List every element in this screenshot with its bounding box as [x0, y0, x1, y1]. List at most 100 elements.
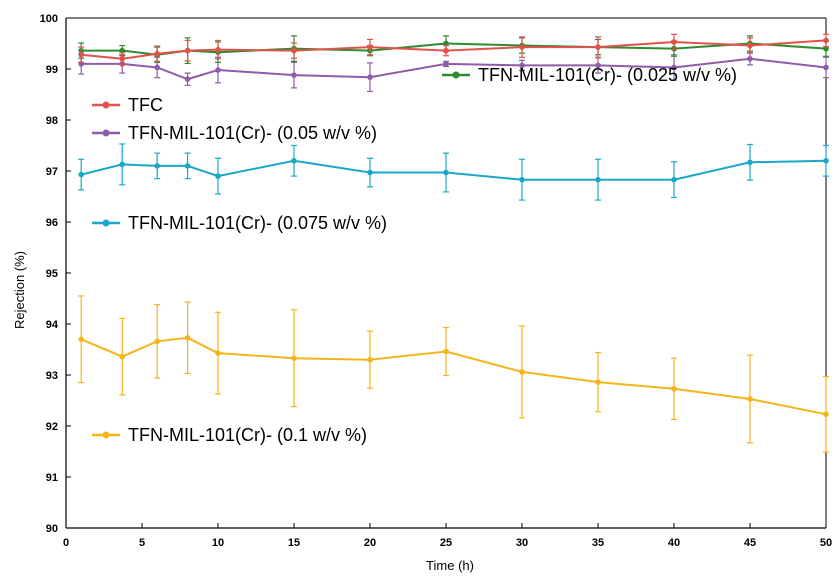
legend-entry-4: TFN-MIL-101(Cr)- (0.075 w/v %) — [92, 213, 387, 233]
data-point — [519, 62, 525, 69]
data-point — [154, 338, 160, 345]
legend-entry-3: TFN-MIL-101(Cr)- (0.05 w/v %) — [92, 123, 377, 143]
y-tick-label: 100 — [40, 13, 58, 25]
legend-label: TFN-MIL-101(Cr)- (0.025 w/v %) — [478, 65, 737, 85]
data-point — [671, 64, 677, 71]
x-tick-label: 35 — [592, 537, 604, 549]
legend-entry-2: TFN-MIL-101(Cr)- (0.025 w/v %) — [442, 65, 737, 85]
data-point — [291, 72, 297, 78]
data-point — [823, 411, 829, 418]
y-tick-label: 95 — [46, 268, 58, 280]
legend-label: TFC — [128, 95, 163, 115]
data-point — [519, 369, 525, 375]
x-tick-label: 0 — [63, 537, 69, 549]
x-tick-label: 5 — [139, 537, 145, 549]
series-line — [80, 336, 827, 416]
data-point — [78, 336, 84, 343]
y-tick-label: 91 — [46, 472, 58, 484]
data-point — [154, 163, 160, 169]
x-tick-label: 10 — [212, 537, 224, 549]
data-point — [291, 47, 297, 54]
y-tick-label: 92 — [46, 421, 58, 433]
series-3 — [78, 52, 829, 93]
legend-entry-5: TFN-MIL-101(Cr)- (0.1 w/v %) — [92, 425, 367, 445]
series-1 — [78, 33, 829, 66]
legend-label: TFN-MIL-101(Cr)- (0.05 w/v %) — [128, 123, 377, 143]
legend-swatch-marker — [102, 219, 110, 227]
y-tick-label: 93 — [46, 370, 58, 382]
data-point — [119, 56, 126, 62]
data-point — [595, 62, 601, 69]
data-point — [443, 169, 449, 176]
data-point — [747, 396, 753, 402]
x-tick-label: 30 — [516, 537, 528, 549]
data-point — [367, 356, 373, 363]
data-point — [119, 161, 126, 168]
data-point — [291, 355, 297, 361]
data-point — [291, 158, 297, 164]
data-point — [78, 171, 84, 178]
data-point — [595, 379, 601, 385]
x-tick-label: 25 — [440, 537, 452, 549]
series-layer — [78, 33, 829, 453]
data-point — [367, 74, 373, 80]
legend-label: TFN-MIL-101(Cr)- (0.1 w/v %) — [128, 425, 367, 445]
data-point — [78, 51, 84, 58]
legend-label: TFN-MIL-101(Cr)- (0.075 w/v %) — [128, 213, 387, 233]
data-point — [671, 39, 677, 45]
data-point — [367, 44, 373, 50]
series-4 — [78, 143, 829, 201]
x-tick-label: 45 — [744, 537, 756, 549]
data-point — [443, 61, 449, 67]
data-point — [519, 44, 525, 50]
data-point — [823, 158, 829, 164]
data-point — [154, 50, 160, 57]
data-point — [184, 163, 191, 169]
y-tick-label: 90 — [46, 523, 58, 535]
x-tick-label: 50 — [820, 537, 832, 549]
data-point — [215, 173, 221, 179]
legend-swatch-marker — [452, 71, 460, 79]
data-point — [823, 37, 829, 44]
legend: TFC TFN-MIL-101(Cr)- (0.025 w/v %) TFN-MIL… — [92, 65, 737, 445]
x-tick-label: 20 — [364, 537, 376, 549]
series-line — [81, 42, 827, 56]
data-point — [747, 42, 753, 49]
legend-swatch-marker — [102, 129, 110, 137]
y-axis-label: Rejection (%) — [12, 251, 27, 329]
x-tick-label: 40 — [668, 537, 680, 549]
data-point — [671, 385, 677, 392]
data-point — [215, 350, 221, 356]
data-point — [823, 64, 829, 71]
data-point — [119, 353, 126, 360]
legend-entry-1: TFC — [92, 95, 163, 115]
data-point — [154, 64, 160, 71]
x-tick-label: 15 — [288, 537, 300, 549]
data-point — [443, 348, 449, 355]
data-point — [443, 40, 449, 47]
data-point — [671, 176, 677, 183]
data-point — [443, 47, 449, 54]
y-tick-label: 97 — [46, 166, 58, 178]
y-tick-label: 94 — [46, 319, 59, 331]
x-axis-label: Time (h) — [426, 558, 474, 573]
data-point — [184, 334, 191, 341]
axes: 90 91 92 93 94 95 96 97 98 99 100 0 5 10 15 20 25 30 35 40 4… — [40, 13, 832, 549]
y-tick-label: 96 — [46, 217, 58, 229]
data-point — [184, 76, 191, 82]
data-point — [747, 56, 753, 62]
legend-swatch-marker — [102, 101, 110, 109]
data-point — [823, 45, 829, 52]
data-point — [595, 176, 601, 183]
y-tick-label: 99 — [46, 64, 58, 76]
y-tick-label: 98 — [46, 115, 58, 127]
data-point — [119, 47, 126, 54]
data-point — [367, 169, 373, 176]
data-point — [747, 159, 753, 166]
legend-swatch-marker — [102, 431, 110, 439]
data-point — [595, 44, 601, 50]
series-5 — [78, 295, 829, 453]
data-point — [184, 47, 191, 54]
